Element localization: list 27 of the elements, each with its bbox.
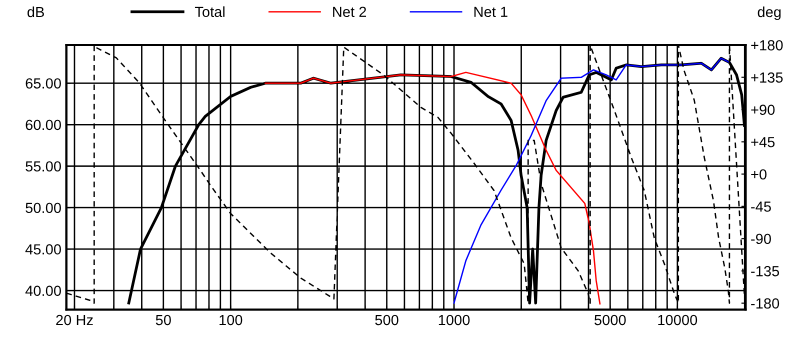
y2-tick-label: +135 <box>751 72 783 83</box>
y-tick-label: 45.00 <box>25 244 61 254</box>
legend-label: Net 2 <box>333 6 366 18</box>
x-tick-label: 100 <box>220 314 242 326</box>
legend-label: Total <box>194 6 224 18</box>
legend-label: Net 1 <box>474 6 508 18</box>
y2-axis-title: deg <box>758 6 781 20</box>
y2-tick-label: +180 <box>751 40 783 50</box>
y2-tick-label: +0 <box>751 169 767 180</box>
y2-tick-label: -180 <box>751 298 780 309</box>
x-tick-label: 500 <box>375 314 398 326</box>
x-tick-label: 5000 <box>594 314 626 326</box>
y-tick-label: 55.00 <box>26 161 61 172</box>
y2-tick-label: +90 <box>751 104 775 115</box>
x-tick-label: 50 <box>156 314 171 326</box>
y-axis-title: dB <box>28 6 44 18</box>
y2-tick-label: -45 <box>751 202 771 212</box>
y-tick-label: 50.00 <box>26 202 61 214</box>
x-tick-label: 1000 <box>438 314 470 326</box>
y2-tick-label: -90 <box>751 234 771 244</box>
y-tick-label: 40.00 <box>25 286 61 296</box>
y2-tick-label: +45 <box>751 137 775 148</box>
x-tick-label: 20 Hz <box>56 314 93 326</box>
y2-tick-label: -135 <box>751 266 780 276</box>
y-tick-label: 65.00 <box>26 78 61 89</box>
x-tick-label: 10000 <box>658 314 698 326</box>
y-tick-label: 60.00 <box>26 120 61 130</box>
